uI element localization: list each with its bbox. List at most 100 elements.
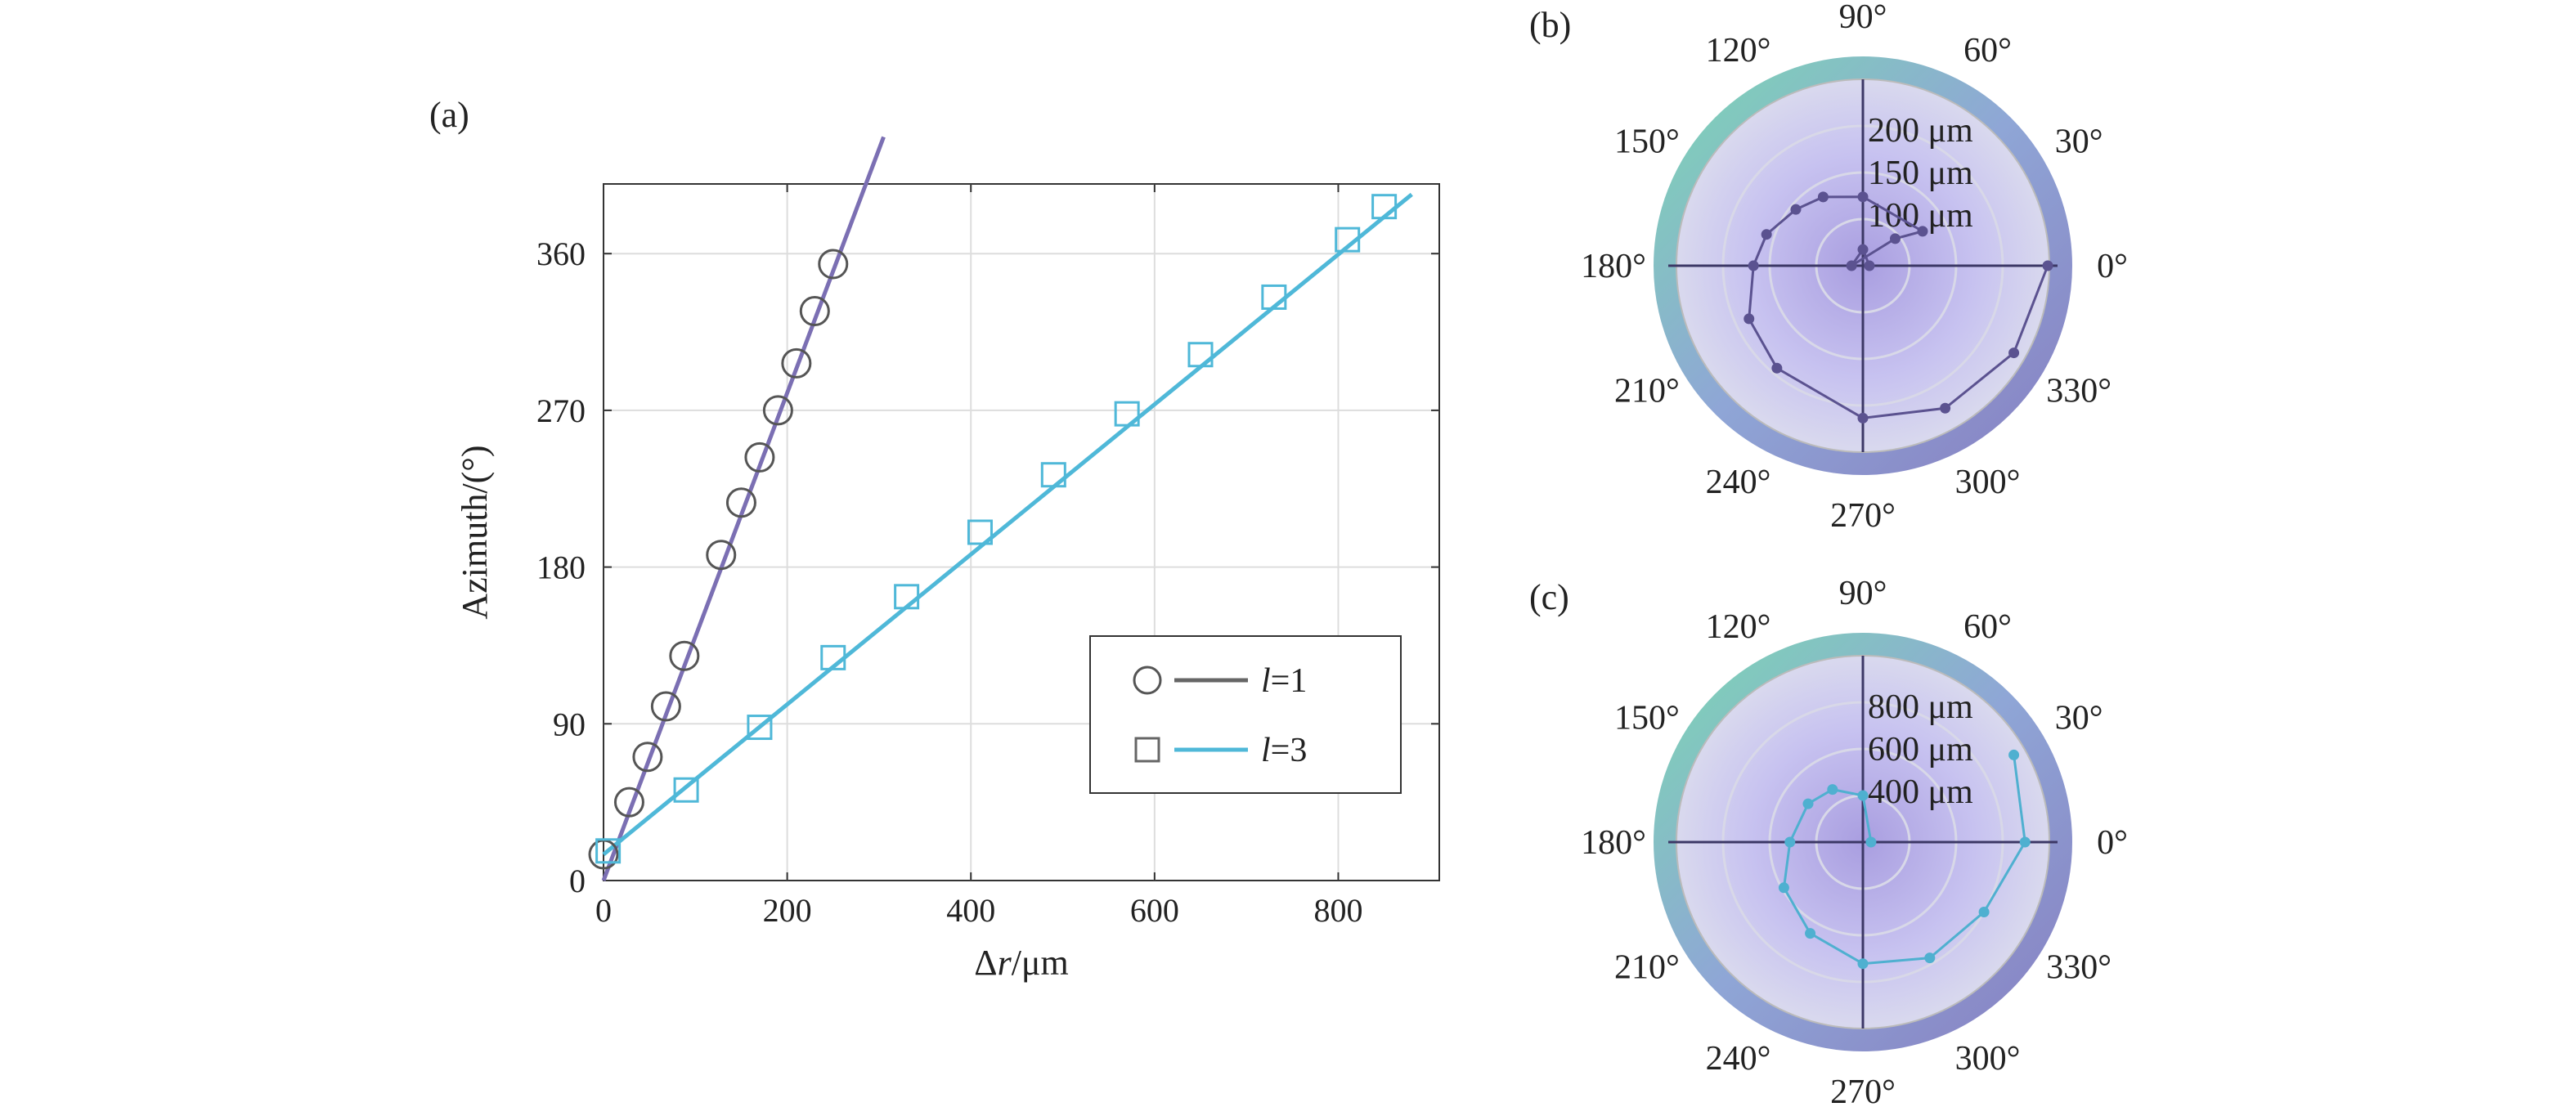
fit-line-series-1 — [601, 136, 886, 881]
ticks-a: 0 200 400 600 800 0 90 180 270 360 — [536, 184, 1439, 929]
y-tick-label: 180 — [536, 549, 586, 586]
polar-angle-label: 0° — [2097, 824, 2128, 862]
data-point-circle — [818, 249, 849, 280]
y-axis-label-a: Azimuth/(°) — [455, 445, 495, 619]
polar-data-point — [1857, 958, 1869, 970]
polar-angle-label: 90° — [1839, 0, 1887, 36]
polar-outer-ring — [1654, 633, 2072, 1051]
polar-angle-label: 330° — [2046, 949, 2112, 987]
data-point-circle — [613, 787, 644, 818]
polar-data-point — [1778, 882, 1789, 894]
data-point-square — [747, 715, 773, 741]
polar-data-point — [1889, 233, 1901, 244]
x-tick-label: 400 — [946, 892, 995, 929]
panel-c-polar-chart: (c) 0° 30° 60° 90° 120° 150° 180° 210° 240° 270° 3… — [1529, 575, 2128, 1111]
data-point-square — [820, 644, 846, 670]
panel-b-label: (b) — [1529, 5, 1571, 45]
polar-angle-label: 30° — [2055, 700, 2103, 737]
data-point-circle — [650, 691, 681, 722]
data-point-square — [894, 584, 920, 610]
polar-data-point — [1865, 836, 1877, 848]
polar-angle-label: 60° — [1963, 32, 2012, 69]
polar-data-point — [1748, 260, 1759, 271]
polar-radial-label: 800 μm — [1868, 688, 1973, 726]
polar-angle-label: 330° — [2046, 373, 2112, 410]
polar-data-point — [1744, 313, 1755, 325]
polar-trace — [1748, 195, 2049, 419]
polar-data-point — [2008, 749, 2020, 760]
polar-angle-label: 270° — [1830, 497, 1896, 535]
polar-data-point — [1924, 952, 1936, 964]
data-point-square — [1335, 226, 1361, 253]
polar-data-point — [1978, 907, 1990, 917]
polar-angle-label: 150° — [1614, 700, 1680, 737]
polar-angle-label: 150° — [1614, 123, 1680, 161]
data-point-square — [1261, 284, 1287, 310]
x-tick-label: 800 — [1313, 892, 1362, 929]
legend-label-l1: l=1 — [1261, 662, 1307, 700]
data-point-circle — [762, 395, 793, 426]
polar-radial-label: 400 μm — [1868, 773, 1973, 811]
data-point-square — [1114, 401, 1140, 427]
data-point-square — [1371, 194, 1398, 220]
polar-data-point — [1761, 229, 1772, 240]
data-points-a — [588, 194, 1398, 870]
polar-data-point — [1857, 412, 1869, 424]
fit-line-series-2 — [602, 192, 1413, 856]
x-tick-label: 200 — [763, 892, 812, 929]
polar-angle-label: 30° — [2055, 123, 2103, 161]
polar-angle-label: 240° — [1706, 1040, 1771, 1078]
panel-c-label: (c) — [1529, 577, 1569, 617]
polar-data-point — [1857, 191, 1869, 203]
data-point-circle — [632, 742, 663, 773]
y-tick-label: 0 — [569, 863, 586, 899]
legend-box — [1089, 635, 1402, 794]
polar-angle-label: 180° — [1581, 824, 1646, 862]
legend-marker-square — [1134, 737, 1160, 763]
data-point-circle — [744, 441, 775, 473]
polar-angle-label: 210° — [1614, 373, 1680, 410]
polar-angle-label: 90° — [1839, 575, 1887, 612]
data-point-circle — [706, 540, 737, 571]
polar-angle-label: 300° — [1955, 464, 2021, 501]
polar-data-point — [1817, 191, 1829, 203]
y-tick-label: 360 — [536, 235, 586, 272]
polar-data-point — [2008, 347, 2020, 359]
panel-b-polar-chart: (b) 0° 30° 60° 90° 120° 150° 180° 210° 240° 270° 3… — [1529, 0, 2128, 535]
polar-angle-label: 300° — [1955, 1040, 2021, 1078]
polar-data-point — [1857, 790, 1869, 801]
polar-angle-label: 180° — [1581, 248, 1646, 285]
polar-data-point — [1771, 362, 1783, 374]
polar-data-point — [1846, 260, 1857, 271]
fit-lines-a — [601, 136, 1413, 881]
grid-a — [604, 184, 1439, 881]
data-point-circle — [725, 487, 756, 518]
data-point-circle — [669, 640, 700, 671]
polar-data-point — [2019, 836, 2031, 848]
polar-angle-label: 60° — [1963, 608, 2012, 646]
panel-a-label: (a) — [429, 95, 469, 135]
data-point-square — [1040, 462, 1066, 488]
polar-radial-label: 600 μm — [1868, 731, 1973, 769]
data-point-square — [595, 838, 622, 864]
data-point-square — [967, 519, 993, 545]
polar-data-point — [1805, 928, 1816, 939]
polar-angle-label: 240° — [1706, 464, 1771, 501]
polar-angle-label: 0° — [2097, 248, 2128, 285]
x-tick-label: 0 — [595, 892, 612, 929]
x-axis-label-a: Δr/μm — [974, 943, 1068, 983]
polar-data-point — [1784, 836, 1796, 848]
data-point-circle — [781, 347, 812, 379]
polar-data-point — [1864, 260, 1875, 271]
y-tick-label: 270 — [536, 392, 586, 429]
polar-data-point — [1940, 402, 1951, 414]
polar-angle-label: 270° — [1830, 1073, 1896, 1111]
data-point-square — [1187, 342, 1214, 368]
polar-data-point — [2042, 260, 2053, 271]
polar-data-point — [1857, 244, 1869, 255]
polar-data-point — [1802, 798, 1814, 809]
polar-radial-label: 200 μm — [1868, 112, 1973, 150]
polar-angle-label: 120° — [1706, 32, 1771, 69]
y-tick-label: 90 — [553, 706, 586, 742]
